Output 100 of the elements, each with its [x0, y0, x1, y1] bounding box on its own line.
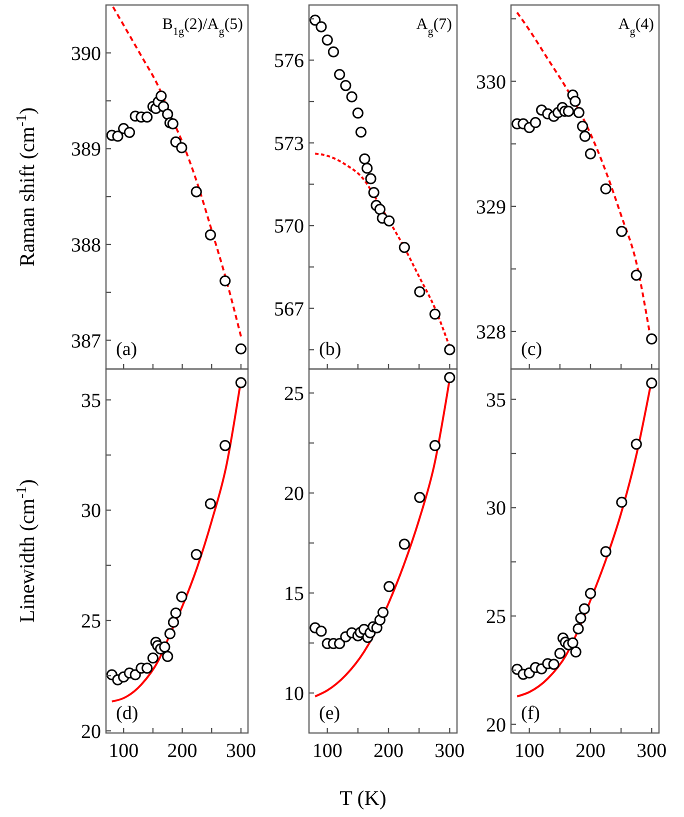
point: [112, 130, 124, 142]
point: [316, 626, 327, 637]
y-tick-label: 10: [284, 683, 304, 705]
point: [352, 108, 364, 119]
point: [159, 641, 170, 653]
y-tick-label: 30: [81, 500, 101, 522]
line-series: [112, 6, 242, 338]
point: [579, 130, 591, 142]
point: [584, 148, 596, 160]
y-tick-label: 15: [284, 583, 304, 605]
y-tick-label: 388: [71, 234, 101, 256]
point: [204, 229, 216, 240]
y-tick-label: 25: [81, 610, 101, 632]
point: [616, 496, 628, 508]
point: [384, 215, 395, 226]
point: [600, 183, 612, 194]
point: [646, 378, 658, 389]
y-tick-label: 567: [274, 298, 304, 320]
x-tick-label: 100: [514, 740, 544, 762]
point: [630, 270, 642, 281]
point: [377, 606, 389, 618]
point: [570, 646, 582, 658]
point: [646, 333, 658, 345]
point: [142, 662, 153, 674]
point: [414, 492, 426, 503]
y-tick-label: 20: [81, 720, 101, 743]
point: [220, 275, 231, 286]
point: [162, 108, 174, 120]
point: [444, 372, 456, 384]
point: [147, 652, 158, 664]
point: [584, 588, 596, 600]
annotation: (b): [319, 339, 342, 360]
point: [570, 96, 581, 107]
y-tick-label: 387: [71, 330, 101, 352]
point: [530, 117, 542, 128]
point: [124, 126, 136, 138]
y-tick-label: 330: [476, 71, 506, 94]
annotation: A$_{g}$(4): [618, 16, 654, 38]
point: [220, 440, 231, 452]
annotation: (c): [521, 339, 542, 360]
y-tick-label: 25: [284, 383, 304, 405]
point: [316, 21, 327, 32]
point: [575, 612, 586, 624]
point: [346, 91, 358, 102]
point: [235, 343, 247, 354]
annotation: A$_{g}$(7): [416, 16, 452, 38]
y-tick-label: 20: [284, 483, 304, 505]
y-tick-label: 573: [274, 132, 304, 155]
x-tick-label: 300: [434, 740, 465, 762]
point: [368, 186, 380, 198]
point: [414, 286, 426, 298]
point: [578, 603, 590, 614]
point: [444, 344, 456, 356]
point: [235, 377, 247, 388]
point: [204, 498, 216, 510]
x-tick-label: 200: [374, 740, 404, 762]
y-tick-label: 25: [486, 606, 506, 628]
x-tick-label: 200: [167, 740, 198, 762]
point: [176, 591, 188, 602]
point: [429, 440, 441, 452]
point: [600, 546, 612, 558]
point: [340, 80, 352, 92]
annotation: (f): [521, 703, 540, 724]
point: [362, 162, 373, 174]
point: [130, 669, 141, 680]
point: [567, 637, 578, 648]
point: [398, 242, 410, 253]
y-tick-label: 20: [486, 714, 506, 736]
point: [573, 107, 584, 118]
x-tick-label: 200: [576, 740, 606, 762]
point: [355, 126, 367, 138]
annotation: (e): [319, 703, 340, 724]
y-tick-label: 328: [476, 321, 506, 344]
point: [548, 658, 560, 670]
annotation: (a): [116, 339, 138, 360]
point: [142, 112, 153, 123]
point: [359, 153, 370, 164]
y-tick-label: 390: [71, 42, 101, 65]
y-tick-label: 576: [274, 50, 304, 72]
x-tick-label: 100: [312, 740, 342, 762]
point: [374, 204, 386, 215]
point: [168, 616, 180, 628]
point: [365, 173, 376, 184]
point: [562, 106, 574, 117]
point: [190, 186, 202, 198]
point: [322, 34, 333, 46]
annotation: (d): [116, 703, 138, 724]
annotation: B$_{1g}$(2)/A$_{g}$(5): [162, 16, 243, 38]
y-tick-label: 329: [476, 196, 506, 218]
point: [190, 548, 202, 560]
point: [176, 142, 188, 154]
point: [384, 581, 395, 592]
point: [616, 226, 628, 237]
point: [334, 68, 346, 80]
point: [630, 438, 642, 450]
point: [572, 623, 584, 634]
x-tick-label: 300: [636, 740, 667, 762]
point: [170, 607, 182, 619]
y-tick-label: 35: [81, 390, 101, 412]
y-tick-label: 570: [274, 216, 304, 238]
